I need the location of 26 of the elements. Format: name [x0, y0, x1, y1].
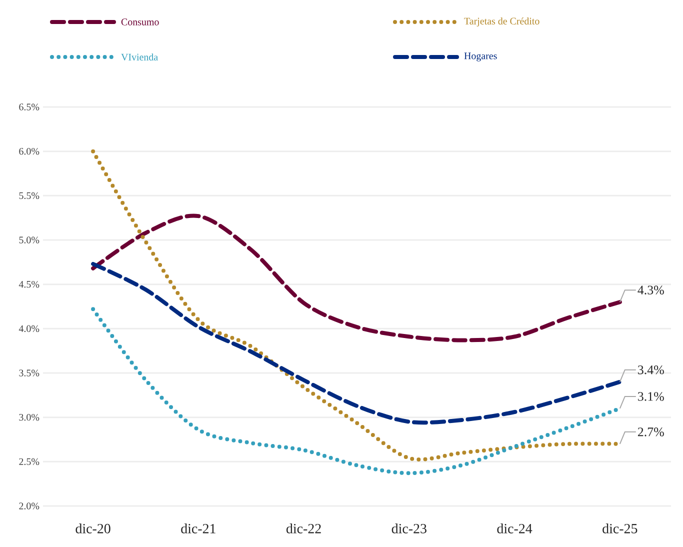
- x-tick-label: dic-24: [497, 524, 532, 534]
- line-series: [91, 214, 622, 342]
- data-label: 2.7%: [638, 428, 664, 436]
- text: VIvienda: [121, 53, 158, 61]
- x-tick-label: dic-20: [76, 524, 110, 534]
- y-tick-label: 3.5%: [19, 370, 40, 376]
- text: Tarjetas de Crédito: [464, 17, 540, 27]
- data-label: 3.1%: [638, 392, 664, 401]
- y-tick-label: 6.5%: [19, 104, 40, 110]
- y-tick-label: 4.0%: [18, 325, 40, 332]
- y-tick-label: 3.0%: [19, 414, 40, 421]
- y-tick-label: 4.5%: [18, 280, 40, 288]
- x-tick-label: dic-22: [286, 524, 321, 534]
- line-series: [91, 262, 622, 425]
- text: Consumo: [121, 18, 159, 26]
- y-tick-label: 2.5%: [19, 458, 40, 466]
- text: Hogares: [464, 52, 497, 62]
- data-label: 3.4%: [638, 365, 664, 374]
- x-tick-label: dic-21: [181, 524, 216, 534]
- y-tick-label: 6.0%: [19, 148, 40, 155]
- y-tick-label: 2.0%: [19, 502, 40, 510]
- x-tick-label: dic-25: [602, 524, 638, 534]
- x-tick-label: dic-23: [392, 524, 426, 534]
- data-label: 4.3%: [638, 286, 664, 294]
- y-tick-label: 5.5%: [19, 192, 40, 200]
- y-tick-label: 5.0%: [19, 236, 40, 244]
